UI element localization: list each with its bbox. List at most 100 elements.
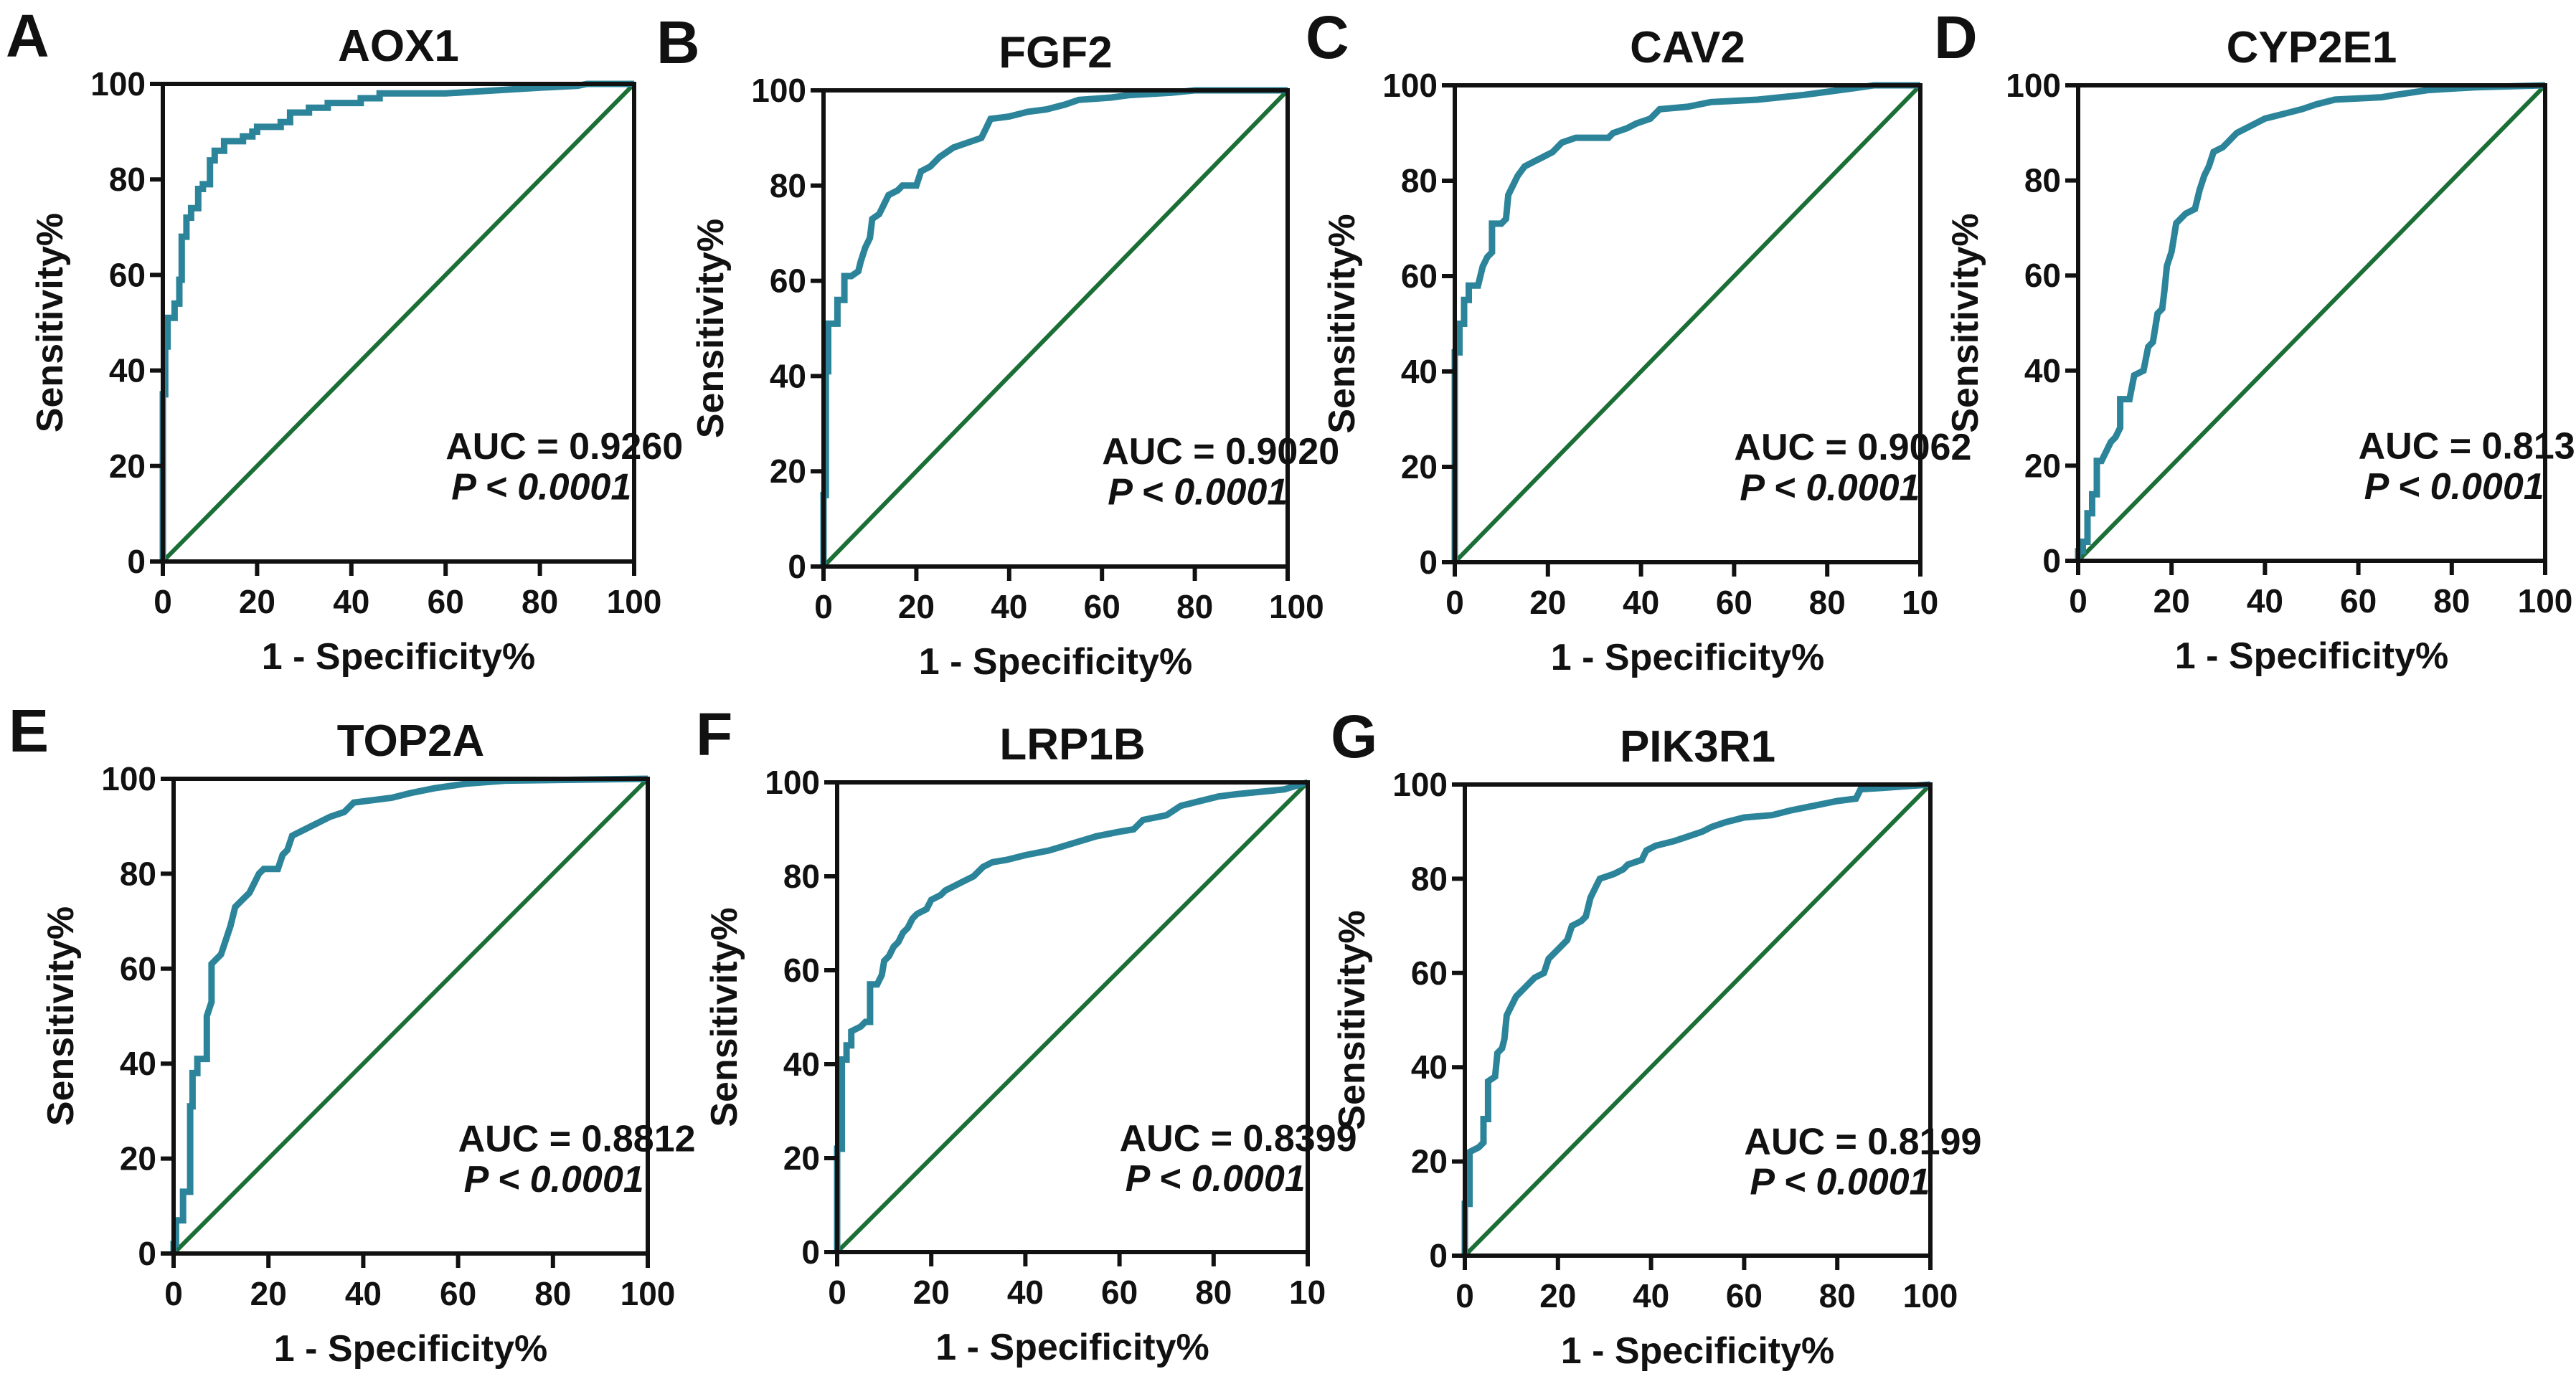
auc-annotation: AUC = 0.8812 — [458, 1119, 696, 1160]
x-tick-label: 0 — [164, 1275, 183, 1312]
x-axis: 0 20 40 60 80 100 — [2069, 561, 2572, 620]
panel-letter: E — [9, 697, 49, 764]
x-tick-label: 60 — [1101, 1274, 1138, 1311]
x-tick-label: 40 — [1007, 1274, 1044, 1311]
x-tick-label: 20 — [898, 588, 935, 625]
reference-line — [161, 82, 636, 564]
x-tick-label: 100 — [607, 583, 662, 620]
y-tick-label: 80 — [2024, 162, 2061, 199]
panel-f: F LRP1B 0 20 40 60 80 100 0 20 40 60 80 10 1 - Specifi… — [696, 701, 1357, 1368]
reference-line — [1453, 83, 1922, 564]
x-tick-label: 0 — [828, 1274, 846, 1311]
plot-frame — [1463, 782, 1933, 1258]
auc-annotation: AUC = 0.8130 — [2359, 425, 2576, 467]
x-tick-label: 100 — [2518, 582, 2573, 620]
y-tick-label: 40 — [120, 1045, 156, 1082]
y-tick-label: 80 — [120, 855, 156, 892]
x-tick-label: 40 — [1633, 1277, 1669, 1314]
y-tick-label: 40 — [1411, 1048, 1448, 1086]
p-value-annotation: P < 0.0001 — [2364, 466, 2544, 508]
y-axis: 0 20 40 60 80 100 — [1392, 766, 1465, 1274]
y-tick-label: 20 — [120, 1140, 156, 1177]
panel-c: C CAV2 0 20 40 60 80 100 0 20 40 60 80 10 1 - Specific… — [1306, 4, 1971, 678]
y-tick-label: 80 — [109, 161, 146, 198]
y-tick-label: 40 — [783, 1046, 820, 1083]
roc-curve — [170, 775, 648, 1254]
x-axis: 0 20 40 60 80 10 — [828, 1252, 1326, 1311]
chart-title: FGF2 — [999, 28, 1112, 77]
x-axis: 0 20 40 60 80 100 — [814, 567, 1324, 625]
auc-annotation: AUC = 0.8399 — [1120, 1118, 1357, 1160]
chart-title: TOP2A — [337, 716, 485, 766]
reference-line — [171, 777, 650, 1256]
y-tick-label: 100 — [765, 764, 820, 801]
y-axis: 0 20 40 60 80 100 — [90, 65, 163, 580]
y-tick-label: 60 — [770, 262, 806, 300]
chart-title: CYP2E1 — [2227, 23, 2397, 72]
x-axis-label: 1 - Specificity% — [1551, 637, 1824, 678]
x-tick-label: 80 — [1176, 588, 1213, 625]
x-tick-label: 60 — [1716, 584, 1752, 621]
x-tick-label: 40 — [333, 583, 369, 620]
auc-annotation: AUC = 0.9062 — [1734, 427, 1971, 468]
x-axis-label: 1 - Specificity% — [1561, 1330, 1834, 1372]
y-tick-label: 100 — [2006, 67, 2061, 104]
chart-title: CAV2 — [1630, 23, 1745, 72]
p-value-annotation: P < 0.0001 — [451, 466, 631, 508]
y-tick-label: 60 — [2024, 257, 2061, 294]
y-tick-label: 0 — [788, 548, 806, 585]
x-tick-label: 80 — [1809, 584, 1846, 621]
x-tick-label: 100 — [1269, 588, 1324, 625]
y-tick-label: 80 — [770, 167, 806, 204]
y-tick-label: 40 — [109, 352, 146, 389]
y-tick-label: 100 — [1392, 766, 1448, 803]
p-value-annotation: P < 0.0001 — [1750, 1162, 1930, 1203]
x-tick-label: 60 — [1084, 588, 1120, 625]
chart-title: AOX1 — [338, 22, 459, 71]
roc-curve — [2075, 82, 2546, 561]
p-value-annotation: P < 0.0001 — [464, 1159, 644, 1200]
plot-frame — [171, 777, 650, 1256]
panel-d: D CYP2E1 0 20 40 60 80 100 0 20 40 60 80 100 1 - Speci… — [1934, 4, 2576, 677]
plot-frame — [835, 780, 1310, 1254]
x-tick-label: 40 — [2247, 582, 2283, 620]
y-axis: 0 20 40 60 80 100 — [765, 764, 837, 1271]
y-tick-label: 0 — [2042, 542, 2061, 579]
panel-letter: B — [656, 9, 700, 76]
y-tick-label: 100 — [1382, 67, 1438, 104]
x-axis: 0 20 40 60 80 10 — [1445, 562, 1938, 621]
reference-line — [1463, 782, 1933, 1258]
x-tick-label: 60 — [1726, 1277, 1763, 1314]
x-tick-label: 60 — [428, 583, 464, 620]
x-tick-label: 60 — [440, 1275, 476, 1312]
y-tick-label: 20 — [783, 1139, 820, 1177]
x-tick-label: 20 — [913, 1274, 950, 1311]
x-tick-label: 40 — [1623, 584, 1659, 621]
x-tick-label: 0 — [1445, 584, 1464, 621]
x-axis: 0 20 40 60 80 100 — [164, 1254, 675, 1312]
plot-frame — [161, 82, 636, 564]
x-tick-label: 40 — [345, 1275, 382, 1312]
roc-curve — [1451, 82, 1920, 562]
x-tick-label: 80 — [522, 583, 558, 620]
reference-line — [821, 88, 1290, 569]
x-tick-label: 20 — [1539, 1277, 1576, 1314]
x-tick-label: 0 — [154, 583, 172, 620]
x-axis-label: 1 - Specificity% — [919, 641, 1192, 683]
auc-annotation: AUC = 0.9020 — [1102, 431, 1339, 473]
y-axis-label: Sensitivity% — [1321, 214, 1363, 433]
y-tick-label: 80 — [783, 858, 820, 895]
x-tick-label: 100 — [621, 1275, 676, 1312]
y-tick-label: 100 — [751, 72, 806, 109]
roc-curve — [159, 80, 634, 561]
x-tick-label: 10 — [1902, 584, 1938, 621]
y-axis-label: Sensitivity% — [704, 907, 745, 1127]
y-tick-label: 20 — [109, 447, 146, 485]
y-tick-label: 20 — [770, 452, 806, 490]
plot-frame — [821, 88, 1290, 569]
y-axis: 0 20 40 60 80 100 — [101, 760, 174, 1272]
y-tick-label: 80 — [1411, 860, 1448, 897]
auc-annotation: AUC = 0.9260 — [445, 426, 683, 468]
y-tick-label: 20 — [1411, 1143, 1448, 1180]
